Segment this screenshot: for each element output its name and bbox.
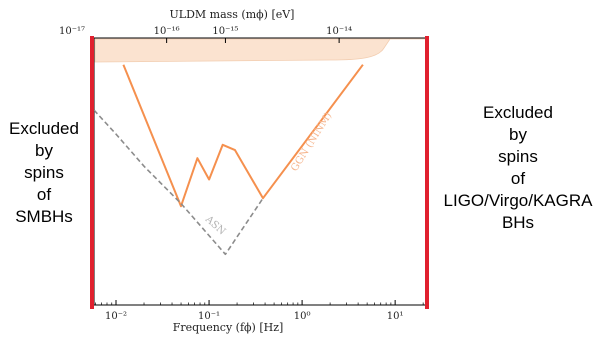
right-label-line-4: LIGO/Virgo/KAGRA (443, 191, 593, 210)
tick-layer: 10⁻² 10⁻¹ 10⁰ 10¹ 10⁻¹⁷ 10⁻¹⁶ 10⁻¹⁵ 10⁻¹⁴ (59, 26, 424, 322)
left-label-line-4: SMBHs (15, 207, 73, 226)
asn-noise-line (93, 109, 264, 256)
right-label-line-5: BHs (501, 213, 535, 232)
plot-frame (93, 37, 428, 306)
right-exclusion-label: Excluded by spins of LIGO/Virgo/KAGRA BHs (438, 102, 598, 234)
x-tick-label-2: 10⁰ (294, 311, 311, 322)
right-label-line-1: by (509, 125, 527, 144)
top-tick-label-2: 10⁻¹⁵ (212, 26, 238, 37)
right-label-line-0: Excluded (483, 103, 553, 122)
sensitivity-curve (122, 64, 364, 208)
top-axis-label: ULDM mass (mϕ) [eV] (170, 8, 295, 21)
top-tick-label-0: 10⁻¹⁷ (59, 26, 85, 37)
left-label-line-1: by (35, 141, 53, 160)
x-tick-label-1: 10⁻¹ (198, 311, 220, 322)
right-label-line-3: of (510, 169, 526, 188)
left-label-line-0: Excluded (9, 119, 79, 138)
asn-annotation: ASN (202, 213, 227, 237)
excluded-band-layer (94, 38, 426, 63)
top-tick-label-1: 10⁻¹⁶ (154, 26, 180, 37)
top-tick-label-3: 10⁻¹⁴ (326, 26, 352, 37)
left-label-line-3: of (36, 185, 52, 204)
x-tick-label-0: 10⁻² (105, 311, 127, 322)
ggn-annotation: GGN (NINM) (289, 111, 334, 174)
excluded-region (94, 38, 426, 63)
x-axis-label: Frequency (fϕ) [Hz] (173, 321, 284, 334)
left-exclusion-label: Excluded by spins of SMBHs (0, 118, 88, 228)
series-layer (93, 64, 364, 256)
left-label-line-2: spins (24, 163, 64, 182)
annotation-layer: GGN (NINM) ASN (202, 111, 334, 238)
x-tick-label-3: 10¹ (387, 311, 404, 322)
right-label-line-2: spins (498, 147, 538, 166)
